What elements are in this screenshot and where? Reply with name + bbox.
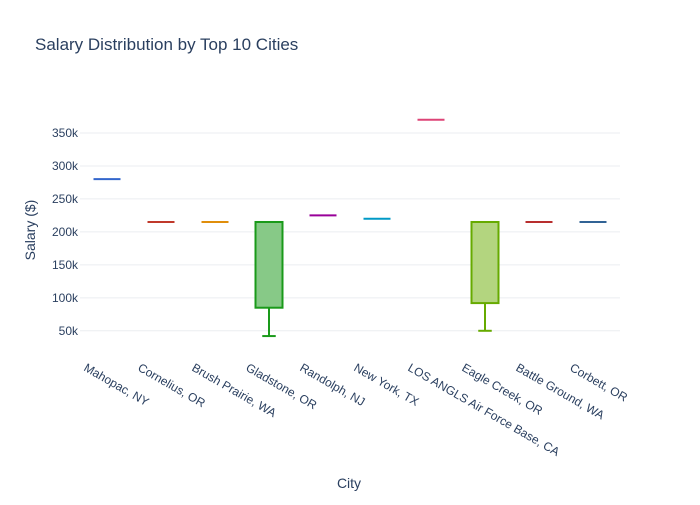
y-axis-ticks: 50k 100k 150k 200k 250k 300k 350k bbox=[52, 126, 79, 338]
box-series bbox=[93, 118, 607, 338]
grid-lines bbox=[80, 132, 620, 332]
box-eagle-creek-or[interactable] bbox=[470, 220, 500, 332]
box-body bbox=[470, 220, 500, 305]
y-tick-label: 250k bbox=[52, 192, 79, 206]
x-axis-title: City bbox=[337, 475, 361, 491]
y-tick-label: 350k bbox=[52, 126, 79, 140]
y-tick-label: 150k bbox=[52, 258, 79, 272]
box-body bbox=[254, 220, 284, 309]
y-axis-title: Salary ($) bbox=[22, 200, 38, 261]
y-tick-label: 200k bbox=[52, 225, 79, 239]
box-gladstone-or[interactable] bbox=[254, 220, 284, 338]
y-tick-label: 100k bbox=[52, 291, 79, 305]
y-tick-label: 300k bbox=[52, 159, 79, 173]
y-tick-label: 50k bbox=[59, 324, 79, 338]
chart-title: Salary Distribution by Top 10 Cities bbox=[35, 35, 298, 54]
